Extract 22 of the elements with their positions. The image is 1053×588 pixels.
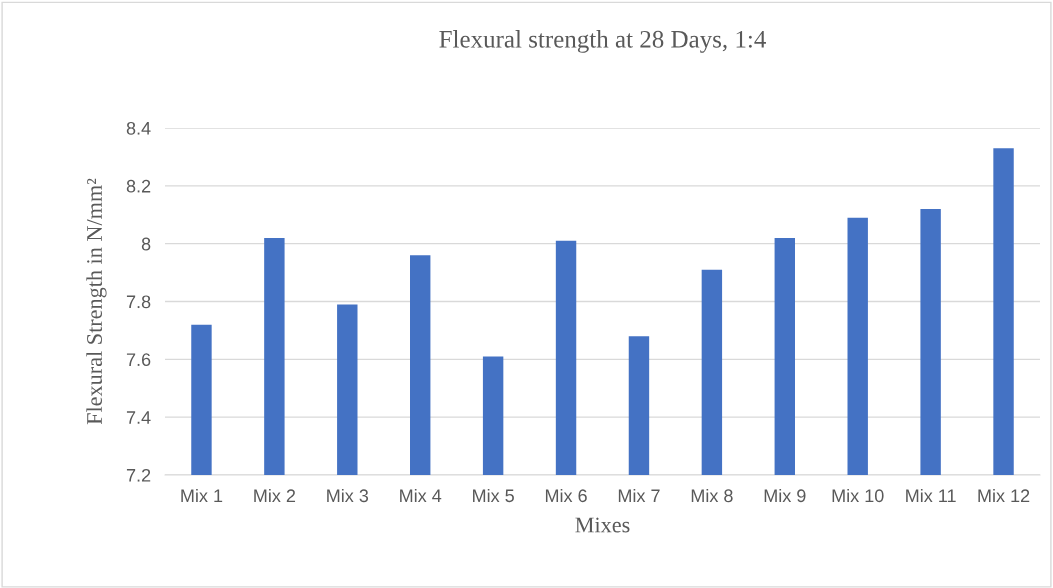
x-tick-label: Mix 11 xyxy=(906,488,956,502)
x-tick-label: Mix 10 xyxy=(832,488,884,503)
x-tick-label: Mix 7 xyxy=(618,488,660,502)
chart-title: Flexural strength at 28 Days, 1:4 xyxy=(439,30,766,53)
x-tick-label: Mix 3 xyxy=(327,488,369,503)
y-tick-label: 7.6 xyxy=(126,353,151,367)
y-tick-label: 8.2 xyxy=(126,179,151,193)
y-axis-title: Flexural Strength in N/mm² xyxy=(86,178,107,425)
y-tick-label: 7.4 xyxy=(126,411,151,424)
x-tick-label: Mix 9 xyxy=(764,488,806,503)
x-tick-label: Mix 5 xyxy=(473,488,514,503)
x-tick-label: Mix 12 xyxy=(978,488,1030,502)
x-tick-label: Mix 1 xyxy=(181,488,223,502)
x-tick-label: Mix 2 xyxy=(254,488,296,502)
y-tick-label: 7.2 xyxy=(126,468,151,482)
x-tick-label: Mix 8 xyxy=(691,488,733,503)
x-tick-label: Mix 4 xyxy=(400,488,442,502)
y-tick-label: 8.4 xyxy=(126,121,151,135)
x-axis-title: Mixes xyxy=(575,517,630,533)
y-tick-label: 7.8 xyxy=(126,295,151,309)
x-tick-label: Mix 6 xyxy=(545,488,587,503)
y-tick-label: 8 xyxy=(141,237,151,251)
